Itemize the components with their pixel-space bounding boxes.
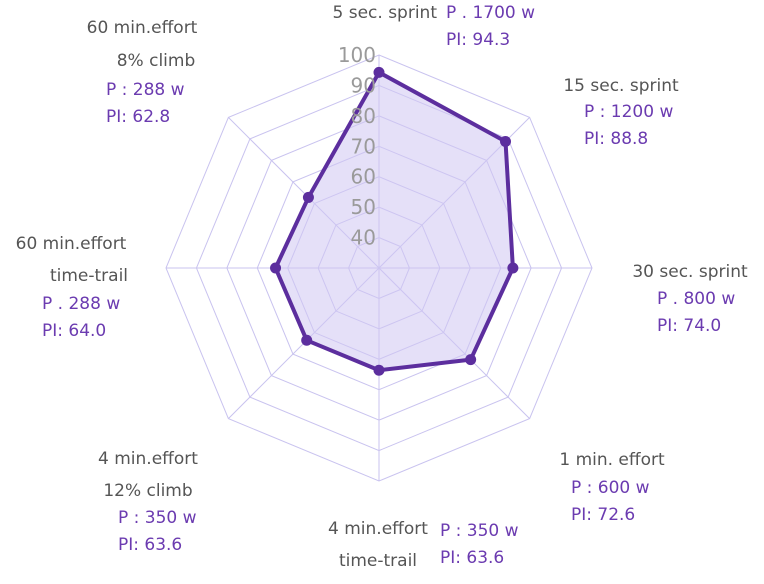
axis-power-4: P : 350 w [440, 521, 519, 541]
data-point-0 [373, 66, 385, 78]
axis-pi-4: PI: 63.6 [440, 548, 504, 568]
data-point-4 [373, 364, 385, 376]
axis-name-1-line-0: 15 sec. sprint [563, 76, 679, 96]
axis-pi-5: PI: 63.6 [118, 535, 182, 555]
axis-name-3-line-0: 1 min. effort [559, 450, 665, 470]
radar-series [270, 66, 519, 376]
axis-name-6-line-0: 60 min.effort [16, 234, 127, 254]
axis-power-1: P : 1200 w [584, 102, 673, 122]
data-point-6 [270, 262, 282, 274]
axis-name-6-line-1: time-trail [50, 266, 128, 286]
axis-power-2: P . 800 w [657, 289, 735, 309]
tick-label-50: 50 [351, 195, 376, 219]
tick-label-90: 90 [351, 73, 376, 97]
data-point-1 [500, 135, 512, 147]
axis-name-4-line-1: time-trail [339, 551, 417, 571]
radial-ticks: 40 50 60 70 80 90 100 [338, 43, 376, 250]
axis-labels: 5 sec. sprint P . 1700 w PI: 94.3 15 sec. s… [16, 3, 748, 571]
axis-name-7-line-0: 60 min.effort [87, 18, 198, 38]
data-point-5 [301, 334, 313, 346]
axis-power-6: P . 288 w [42, 294, 120, 314]
axis-pi-3: PI: 72.6 [571, 505, 635, 525]
axis-name-5-line-1: 12% climb [103, 481, 192, 501]
axis-power-3: P : 600 w [571, 478, 650, 498]
axis-name-0-line-0: 5 sec. sprint [333, 3, 438, 23]
axis-pi-2: PI: 74.0 [657, 316, 721, 336]
data-point-7 [302, 191, 314, 203]
axis-name-7-line-1: 8% climb [117, 51, 196, 71]
axis-name-4-line-0: 4 min.effort [328, 519, 428, 539]
axis-power-5: P : 350 w [118, 508, 197, 528]
tick-label-60: 60 [351, 165, 376, 189]
axis-pi-7: PI: 62.8 [106, 107, 170, 127]
tick-label-40: 40 [351, 226, 376, 250]
axis-power-7: P : 288 w [106, 80, 185, 100]
series-area [273, 70, 515, 373]
axis-name-5-line-0: 4 min.effort [98, 449, 198, 469]
data-point-3 [465, 354, 477, 366]
tick-label-80: 80 [351, 104, 376, 128]
axis-pi-0: PI: 94.3 [446, 30, 510, 50]
tick-label-100: 100 [338, 43, 376, 67]
axis-pi-1: PI: 88.8 [584, 129, 648, 149]
axis-pi-6: PI: 64.0 [42, 321, 106, 341]
data-point-2 [507, 262, 519, 274]
axis-power-0: P . 1700 w [446, 3, 535, 23]
axis-name-2-line-0: 30 sec. sprint [632, 262, 748, 282]
tick-label-70: 70 [351, 134, 376, 158]
